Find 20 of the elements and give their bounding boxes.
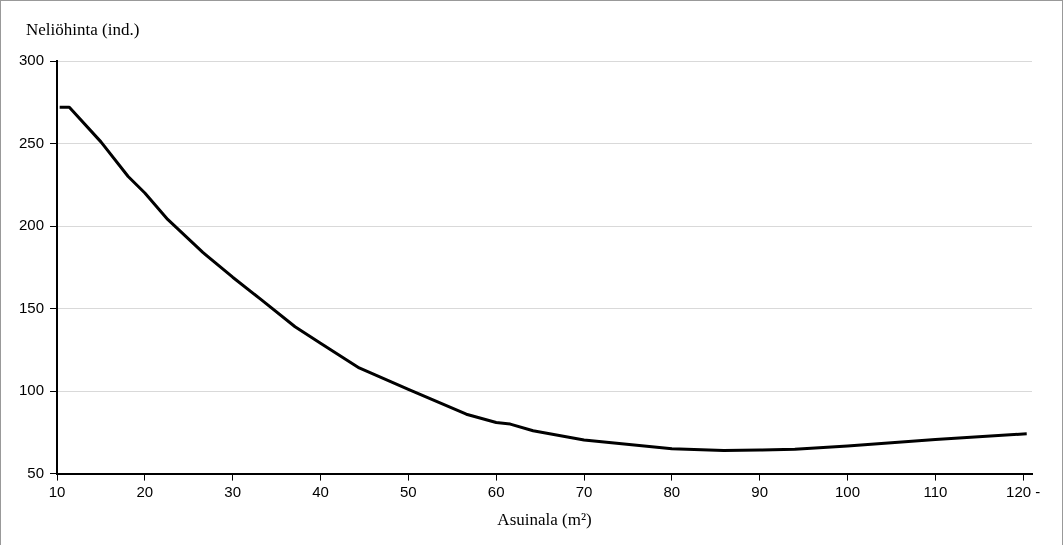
x-tick-label: 50 (400, 482, 417, 500)
x-tick-label: 40 (312, 482, 329, 500)
y-axis-title: Neliöhinta (ind.) (26, 19, 140, 39)
y-tick-label: 200 (19, 216, 45, 234)
x-axis-title: Asuinala (m²) (497, 510, 592, 530)
x-tick-label: 100 (835, 482, 861, 500)
x-tick-label: 20 (136, 482, 154, 500)
y-tick-label: 50 (27, 463, 45, 481)
x-tick-label: 110 (923, 482, 948, 500)
y-tick-label: 100 (19, 381, 45, 399)
x-tick-label: 60 (487, 482, 505, 500)
y-tick-label: 300 (19, 51, 45, 69)
x-tick-label: 120 - (1006, 482, 1041, 500)
x-tick-label: 80 (663, 482, 681, 500)
x-tick-label: 90 (751, 482, 769, 500)
x-tick-label: 30 (224, 482, 242, 500)
x-tick-label: 10 (48, 482, 66, 500)
y-tick-label: 150 (19, 298, 45, 316)
y-tick-label: 250 (19, 133, 45, 151)
x-tick-label: 70 (575, 482, 593, 500)
